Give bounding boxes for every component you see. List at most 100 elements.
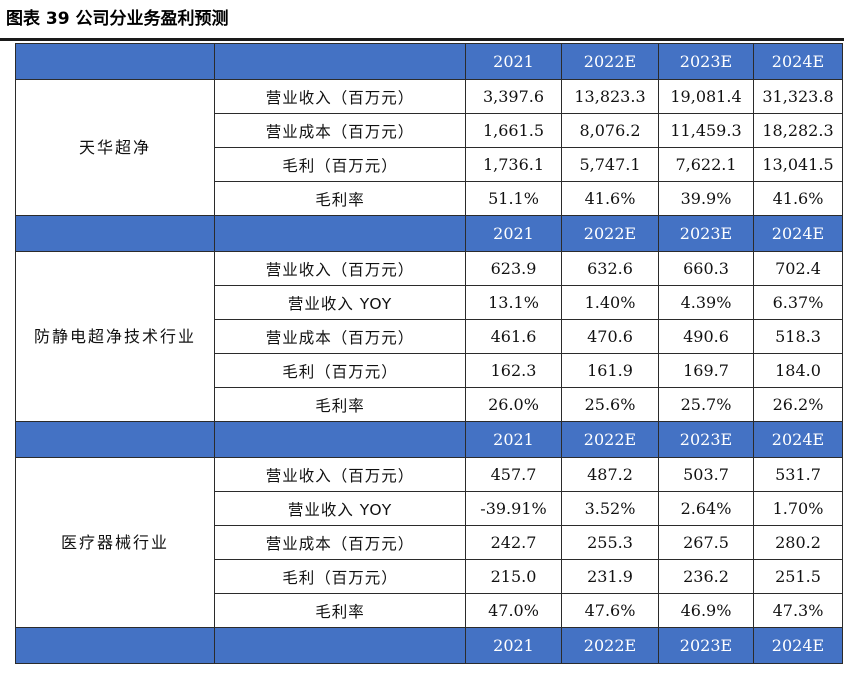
header-blank-cell — [15, 627, 215, 664]
segment-name-cell: 天华超净 — [15, 79, 215, 216]
header-blank-cell — [214, 421, 466, 458]
value-cell: 490.6 — [658, 319, 754, 354]
year-header-cell: 2022E — [561, 43, 659, 80]
value-cell: 5,747.1 — [561, 147, 659, 182]
year-header-cell: 2024E — [753, 627, 843, 664]
table-row: 营业成本（百万元） 242.7 255.3 267.5 280.2 — [16, 525, 843, 560]
value-cell: 25.6% — [561, 387, 659, 422]
metric-label-cell: 营业成本（百万元） — [214, 113, 466, 148]
year-header-cell: 2022E — [561, 421, 659, 458]
header-blank-cell — [15, 421, 215, 458]
value-cell: 39.9% — [658, 181, 754, 216]
figure-title: 图表 39 公司分业务盈利预测 — [6, 9, 229, 29]
table-row: 营业收入 YOY -39.91% 3.52% 2.64% 1.70% — [16, 491, 843, 526]
value-cell: 251.5 — [753, 559, 843, 594]
year-header-cell: 2021 — [465, 43, 562, 80]
value-cell: 461.6 — [465, 319, 562, 354]
value-cell: 18,282.3 — [753, 113, 843, 148]
metric-label-cell: 毛利率 — [214, 593, 466, 628]
value-cell: 1,736.1 — [465, 147, 562, 182]
year-header-row: 2021 2022E 2023E 2024E — [15, 421, 843, 458]
table-row: 毛利率 51.1% 41.6% 39.9% 41.6% — [16, 181, 843, 216]
value-cell: 660.3 — [658, 251, 754, 286]
segment-name-cell: 防静电超净技术行业 — [15, 251, 215, 422]
value-cell: 8,076.2 — [561, 113, 659, 148]
year-header-cell: 2024E — [753, 43, 843, 80]
table-row: 防静电超净技术行业 营业收入（百万元） 623.9 632.6 660.3 702.4 — [15, 251, 843, 422]
value-cell: 236.2 — [658, 559, 754, 594]
value-cell: 41.6% — [561, 181, 659, 216]
metric-label-cell: 营业收入（百万元） — [214, 457, 466, 492]
table-row: 毛利（百万元） 162.3 161.9 169.7 184.0 — [16, 353, 843, 388]
value-cell: 26.2% — [753, 387, 843, 422]
value-cell: 31,323.8 — [753, 79, 843, 114]
table-row: 天华超净 营业收入（百万元） 3,397.6 13,823.3 19,081.4 31,3… — [15, 79, 843, 216]
value-cell: 470.6 — [561, 319, 659, 354]
metric-label-cell: 毛利率 — [214, 387, 466, 422]
year-header-cell: 2024E — [753, 215, 843, 252]
year-header-row: 2021 2022E 2023E 2024E — [15, 215, 843, 252]
header-blank-cell — [214, 215, 466, 252]
year-header-cell: 2023E — [658, 421, 754, 458]
table-row: 毛利（百万元） 1,736.1 5,747.1 7,622.1 13,041.5 — [16, 147, 843, 182]
value-cell: 26.0% — [465, 387, 562, 422]
forecast-table-body: 2021 2022E 2023E 2024E 天华超净 营业收入（百万元） 3,397.6 1… — [15, 43, 843, 664]
title-rule — [0, 38, 844, 41]
metric-label-cell: 营业收入 YOY — [214, 491, 466, 526]
value-cell: 1,661.5 — [465, 113, 562, 148]
metric-label-cell: 毛利率 — [214, 181, 466, 216]
value-cell: 3.52% — [561, 491, 659, 526]
value-cell: 2.64% — [658, 491, 754, 526]
year-header-row: 2021 2022E 2023E 2024E — [15, 627, 843, 664]
value-cell: 702.4 — [753, 251, 843, 286]
value-cell: 25.7% — [658, 387, 754, 422]
value-cell: 632.6 — [561, 251, 659, 286]
value-cell: 1.70% — [753, 491, 843, 526]
header-blank-cell — [214, 627, 466, 664]
forecast-table: 2021 2022E 2023E 2024E 天华超净 营业收入（百万元） 3,397.6 1… — [15, 43, 843, 664]
value-cell: 161.9 — [561, 353, 659, 388]
year-header-cell: 2021 — [465, 215, 562, 252]
table-row: 营业收入 YOY 13.1% 1.40% 4.39% 6.37% — [16, 285, 843, 320]
value-cell: 51.1% — [465, 181, 562, 216]
year-header-cell: 2023E — [658, 215, 754, 252]
value-cell: 215.0 — [465, 559, 562, 594]
value-cell: 457.7 — [465, 457, 562, 492]
metric-label-cell: 营业成本（百万元） — [214, 319, 466, 354]
value-cell: 231.9 — [561, 559, 659, 594]
value-cell: 267.5 — [658, 525, 754, 560]
value-cell: 518.3 — [753, 319, 843, 354]
header-blank-cell — [15, 215, 215, 252]
table-row: 营业成本（百万元） 1,661.5 8,076.2 11,459.3 18,282.3 — [16, 113, 843, 148]
value-cell: 19,081.4 — [658, 79, 754, 114]
year-header-cell: 2024E — [753, 421, 843, 458]
value-cell: -39.91% — [465, 491, 562, 526]
metric-label-cell: 营业收入 YOY — [214, 285, 466, 320]
value-cell: 242.7 — [465, 525, 562, 560]
value-cell: 487.2 — [561, 457, 659, 492]
year-header-cell: 2022E — [561, 215, 659, 252]
header-blank-cell — [15, 43, 215, 80]
table-row: 营业成本（百万元） 461.6 470.6 490.6 518.3 — [16, 319, 843, 354]
value-cell: 280.2 — [753, 525, 843, 560]
metric-label-cell: 营业收入（百万元） — [214, 79, 466, 114]
year-header-cell: 2022E — [561, 627, 659, 664]
value-cell: 7,622.1 — [658, 147, 754, 182]
segment-name-cell: 医疗器械行业 — [15, 457, 215, 628]
value-cell: 47.3% — [753, 593, 843, 628]
value-cell: 13,823.3 — [561, 79, 659, 114]
value-cell: 169.7 — [658, 353, 754, 388]
value-cell: 41.6% — [753, 181, 843, 216]
year-header-cell: 2023E — [658, 43, 754, 80]
value-cell: 11,459.3 — [658, 113, 754, 148]
value-cell: 503.7 — [658, 457, 754, 492]
metric-label-cell: 毛利（百万元） — [214, 147, 466, 182]
value-cell: 13.1% — [465, 285, 562, 320]
value-cell: 1.40% — [561, 285, 659, 320]
metric-label-cell: 营业收入（百万元） — [214, 251, 466, 286]
table-row: 毛利率 47.0% 47.6% 46.9% 47.3% — [16, 593, 843, 628]
table-row: 毛利（百万元） 215.0 231.9 236.2 251.5 — [16, 559, 843, 594]
year-header-cell: 2023E — [658, 627, 754, 664]
value-cell: 184.0 — [753, 353, 843, 388]
year-header-cell: 2021 — [465, 627, 562, 664]
